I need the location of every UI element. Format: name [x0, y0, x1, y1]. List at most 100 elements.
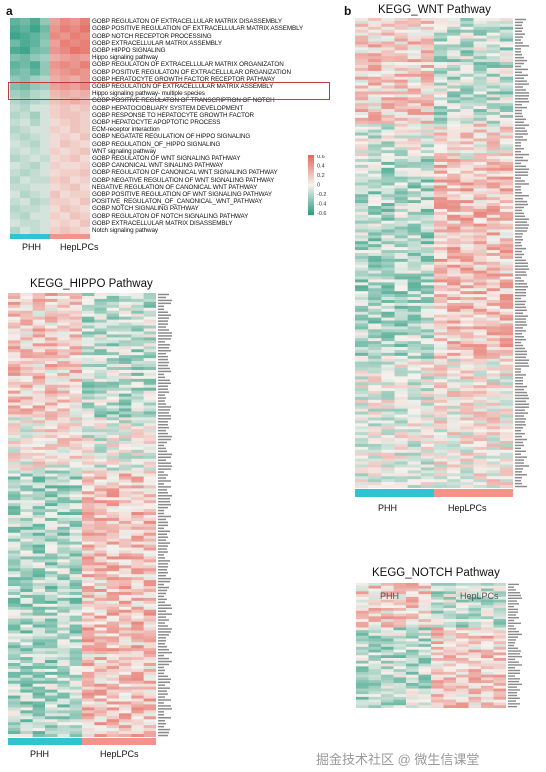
- heatmap-cell: [10, 133, 21, 141]
- gene-label-mark: [508, 664, 522, 666]
- heatmap-cell: [456, 633, 469, 637]
- heatmap-cell: [45, 665, 58, 670]
- heatmap-cell: [468, 621, 482, 625]
- heatmap-cell: [57, 615, 70, 619]
- heatmap-cell: [131, 606, 144, 611]
- heatmap-cell: [434, 391, 448, 395]
- heatmap-cell: [381, 65, 395, 69]
- heatmap-cell: [486, 282, 501, 286]
- heatmap-cell: [32, 624, 46, 628]
- heatmap-cell: [368, 120, 382, 125]
- gene-label-mark: [515, 68, 528, 71]
- heatmap-cell: [355, 156, 369, 160]
- heatmap-cell: [406, 694, 419, 698]
- heatmap-cell: [473, 159, 487, 163]
- heatmap-cell: [420, 88, 435, 92]
- heatmap-cell: [131, 399, 144, 403]
- heatmap-cell: [143, 343, 156, 347]
- heatmap-cell: [407, 91, 422, 95]
- heatmap-cell: [394, 338, 408, 342]
- gene-label-mark: [515, 306, 526, 309]
- heatmap-cell: [394, 335, 408, 339]
- heatmap-cell: [499, 449, 513, 454]
- heatmap-cell: [473, 247, 487, 251]
- heatmap-cell: [394, 482, 408, 486]
- heatmap-cell: [45, 633, 58, 637]
- heatmap-cell: [447, 479, 461, 483]
- heatmap-cell: [493, 680, 506, 684]
- heatmap-cell: [356, 585, 369, 589]
- heatmap-cell: [131, 541, 144, 545]
- heatmap-cell: [94, 381, 107, 386]
- heatmap-cell: [407, 458, 422, 462]
- heatmap-cell: [420, 361, 435, 365]
- heatmap-cell: [394, 120, 408, 125]
- heatmap-cell: [131, 710, 144, 714]
- heatmap-cell: [143, 367, 156, 371]
- heatmap-cell: [82, 310, 95, 315]
- heatmap-cell: [8, 325, 21, 329]
- heatmap-cell: [460, 129, 474, 133]
- heatmap-cell: [32, 728, 46, 732]
- heatmap-cell: [434, 417, 448, 421]
- heatmap-cell: [493, 599, 506, 603]
- heatmap-cell: [431, 699, 444, 703]
- heatmap-cell: [434, 200, 448, 204]
- heatmap-cell: [94, 671, 107, 676]
- heatmap-cell: [499, 258, 513, 263]
- heatmap-cell: [486, 382, 501, 386]
- heatmap-cell: [434, 258, 448, 263]
- heatmap-cell: [393, 660, 407, 664]
- heatmap-cell: [45, 313, 58, 317]
- heatmap-cell: [32, 479, 46, 483]
- gene-label-mark: [508, 694, 517, 697]
- heatmap-cell: [8, 367, 21, 371]
- heatmap-cell: [381, 426, 395, 430]
- heatmap-cell: [499, 161, 513, 166]
- heatmap-cell: [143, 411, 156, 415]
- heatmap-cell: [20, 663, 33, 667]
- heatmap-cell: [456, 669, 469, 673]
- heatmap-cell: [394, 476, 408, 480]
- heatmap-cell: [431, 588, 444, 592]
- heatmap-cell: [368, 32, 382, 36]
- heatmap-cell: [420, 106, 435, 110]
- heatmap-cell: [119, 402, 132, 406]
- heatmap-cell: [368, 699, 382, 703]
- heatmap-cell: [143, 491, 156, 495]
- heatmap-cell: [119, 426, 132, 430]
- heatmap-cell: [456, 658, 469, 662]
- heatmap-cell: [69, 639, 83, 643]
- heatmap-cell: [131, 443, 144, 448]
- gene-label-mark: [158, 471, 164, 473]
- heatmap-cell: [94, 654, 107, 658]
- heatmap-cell: [473, 285, 487, 289]
- heatmap-cell: [447, 200, 461, 204]
- gene-label-mark: [515, 156, 523, 159]
- heatmap-cell: [32, 680, 46, 685]
- heatmap-cell: [32, 695, 46, 699]
- heatmap-cell: [420, 229, 435, 233]
- heatmap-cell: [420, 44, 435, 48]
- heatmap-cell: [406, 649, 419, 653]
- heatmap-cell: [420, 482, 435, 486]
- heatmap-cell: [30, 176, 41, 184]
- wnt-group-label-heplpcs: HepLPCs: [448, 503, 487, 513]
- heatmap-cell: [394, 211, 408, 216]
- heatmap-cell: [460, 458, 474, 462]
- heatmap-cell: [106, 716, 120, 720]
- gene-label-mark: [515, 53, 522, 56]
- heatmap-cell: [57, 372, 70, 377]
- heatmap-cell: [420, 223, 435, 227]
- heatmap-cell: [460, 188, 474, 192]
- heatmap-cell: [406, 691, 419, 695]
- heatmap-cell: [481, 621, 494, 625]
- heatmap-cell: [473, 238, 487, 242]
- heatmap-cell: [499, 347, 513, 351]
- heatmap-cell: [94, 612, 107, 616]
- heatmap-cell: [486, 270, 501, 274]
- heatmap-cell: [394, 112, 408, 116]
- heatmap-cell: [368, 88, 382, 92]
- heatmap-cell: [69, 491, 83, 495]
- heatmap-row-label: Hippo signaling pathway: [92, 54, 158, 62]
